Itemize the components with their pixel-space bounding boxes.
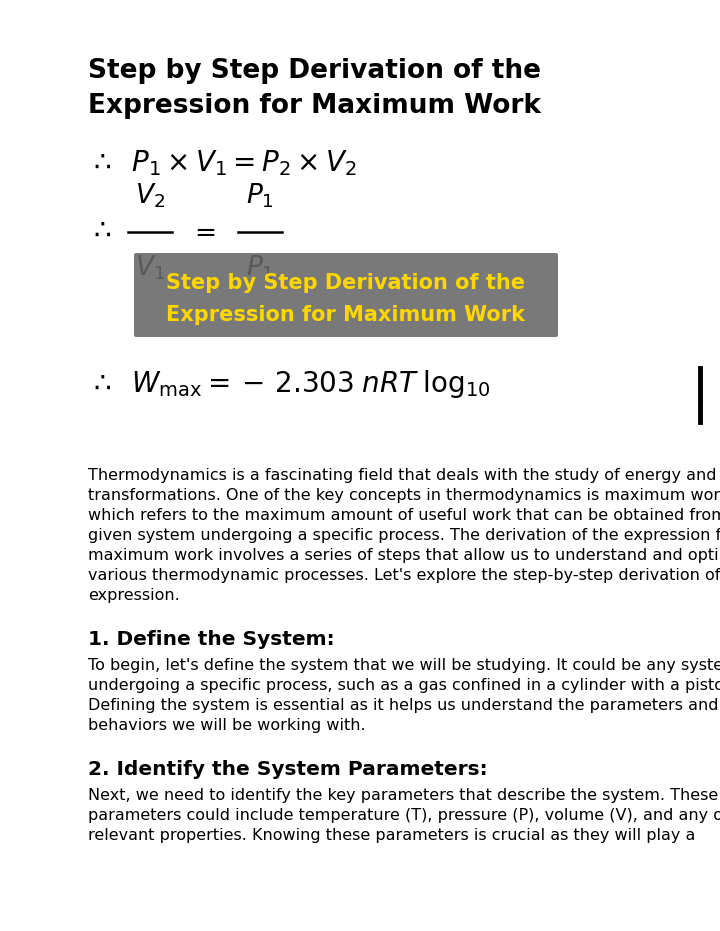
Text: Step by Step Derivation of the: Step by Step Derivation of the: [166, 273, 526, 293]
Text: transformations. One of the key concepts in thermodynamics is maximum work,: transformations. One of the key concepts…: [88, 488, 720, 503]
Text: parameters could include temperature (T), pressure (P), volume (V), and any othe: parameters could include temperature (T)…: [88, 808, 720, 823]
Text: given system undergoing a specific process. The derivation of the expression for: given system undergoing a specific proce…: [88, 528, 720, 543]
Text: $P_1$: $P_1$: [246, 182, 274, 210]
Text: behaviors we will be working with.: behaviors we will be working with.: [88, 718, 366, 733]
Text: 2. Identify the System Parameters:: 2. Identify the System Parameters:: [88, 760, 487, 779]
Text: Defining the system is essential as it helps us understand the parameters and: Defining the system is essential as it h…: [88, 698, 719, 713]
Text: Step by Step Derivation of the: Step by Step Derivation of the: [88, 58, 541, 84]
Text: various thermodynamic processes. Let's explore the step-by-step derivation of th: various thermodynamic processes. Let's e…: [88, 568, 720, 583]
Text: $=$: $=$: [189, 219, 215, 245]
Text: which refers to the maximum amount of useful work that can be obtained from a: which refers to the maximum amount of us…: [88, 508, 720, 523]
Text: Expression for Maximum Work: Expression for Maximum Work: [166, 305, 526, 325]
Text: Next, we need to identify the key parameters that describe the system. These: Next, we need to identify the key parame…: [88, 788, 719, 803]
Text: expression.: expression.: [88, 588, 180, 603]
Text: undergoing a specific process, such as a gas confined in a cylinder with a pisto: undergoing a specific process, such as a…: [88, 678, 720, 693]
Text: $\therefore$: $\therefore$: [88, 216, 112, 244]
Text: To begin, let's define the system that we will be studying. It could be any syst: To begin, let's define the system that w…: [88, 658, 720, 673]
FancyBboxPatch shape: [134, 253, 558, 337]
Text: $V_2$: $V_2$: [135, 182, 165, 210]
Text: $\therefore \;\; W_{\mathrm{max}} = -\,2.303\; nRT \;\log_{10}$: $\therefore \;\; W_{\mathrm{max}} = -\,2…: [88, 368, 491, 400]
Text: relevant properties. Knowing these parameters is crucial as they will play a: relevant properties. Knowing these param…: [88, 828, 696, 843]
Text: $P_1$: $P_1$: [246, 254, 274, 282]
Text: $\therefore \;\; P_1 \times V_1 = P_2 \times V_2$: $\therefore \;\; P_1 \times V_1 = P_2 \t…: [88, 148, 357, 178]
Text: Thermodynamics is a fascinating field that deals with the study of energy and it: Thermodynamics is a fascinating field th…: [88, 468, 720, 483]
Text: $V_1$: $V_1$: [135, 254, 165, 282]
Text: maximum work involves a series of steps that allow us to understand and optimize: maximum work involves a series of steps …: [88, 548, 720, 563]
Text: 1. Define the System:: 1. Define the System:: [88, 630, 335, 649]
Text: Expression for Maximum Work: Expression for Maximum Work: [88, 93, 541, 119]
